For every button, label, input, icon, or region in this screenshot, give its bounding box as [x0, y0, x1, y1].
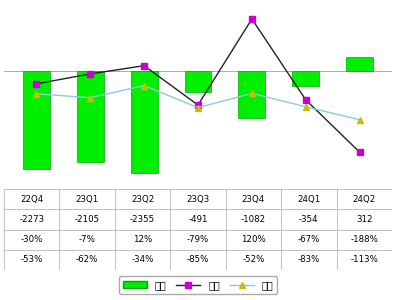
Text: 23Q4: 23Q4: [242, 195, 265, 204]
Text: -491: -491: [188, 215, 208, 224]
Text: 23Q2: 23Q2: [131, 195, 154, 204]
Text: 23Q1: 23Q1: [76, 195, 99, 204]
Text: -83%: -83%: [298, 255, 320, 264]
Text: -53%: -53%: [20, 255, 43, 264]
Text: -2355: -2355: [130, 215, 155, 224]
Text: -2273: -2273: [19, 215, 44, 224]
Text: -30%: -30%: [20, 235, 43, 244]
Bar: [131, 71, 158, 173]
Text: -52%: -52%: [242, 255, 265, 264]
Bar: [23, 71, 50, 169]
Text: 22Q4: 22Q4: [20, 195, 43, 204]
Bar: [292, 71, 319, 86]
Text: 24Q1: 24Q1: [297, 195, 320, 204]
Bar: [238, 71, 265, 118]
Bar: [346, 57, 373, 71]
Text: -85%: -85%: [187, 255, 209, 264]
Text: 12%: 12%: [133, 235, 152, 244]
Text: -113%: -113%: [350, 255, 378, 264]
Bar: [184, 71, 212, 92]
Legend: 净利, 环比, 同比: 净利, 环比, 同比: [119, 276, 277, 294]
Text: -2105: -2105: [74, 215, 100, 224]
Text: -188%: -188%: [350, 235, 378, 244]
Text: 23Q3: 23Q3: [186, 195, 210, 204]
Text: -34%: -34%: [131, 255, 154, 264]
Text: 312: 312: [356, 215, 372, 224]
Text: -354: -354: [299, 215, 319, 224]
Text: -7%: -7%: [79, 235, 96, 244]
Text: -79%: -79%: [187, 235, 209, 244]
Text: 24Q2: 24Q2: [353, 195, 376, 204]
Text: 120%: 120%: [241, 235, 266, 244]
Text: -1082: -1082: [241, 215, 266, 224]
Text: -67%: -67%: [298, 235, 320, 244]
Bar: [77, 71, 104, 162]
Text: -62%: -62%: [76, 255, 98, 264]
